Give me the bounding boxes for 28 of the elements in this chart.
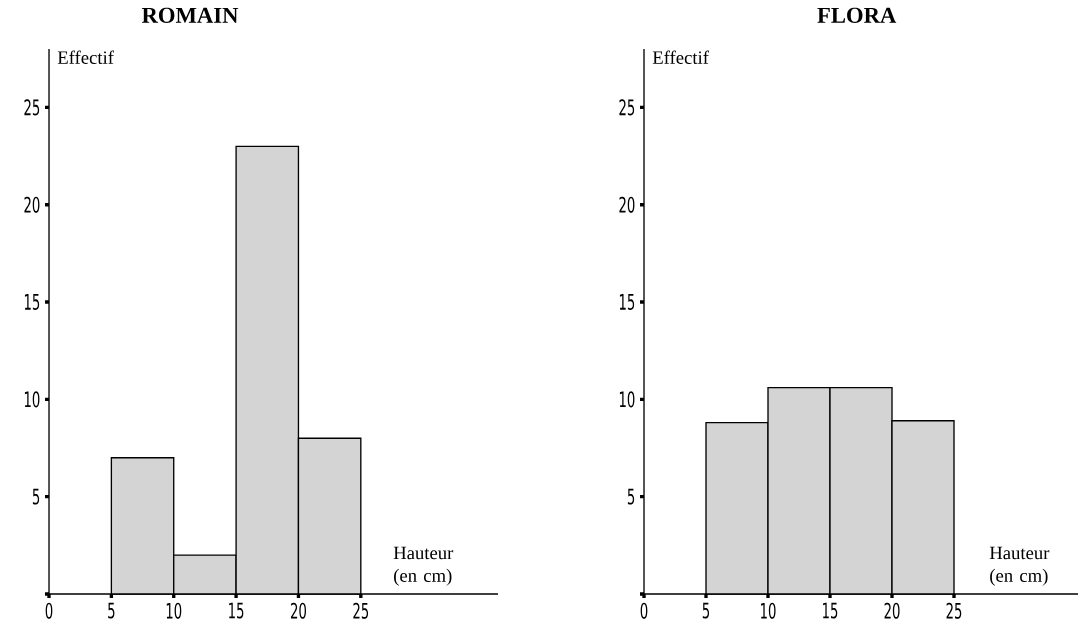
x-tick-label: 25 bbox=[353, 602, 369, 619]
x-tick-label: 15 bbox=[823, 602, 838, 619]
x-tick-label: 15 bbox=[229, 602, 244, 619]
x-tick-label: 0 bbox=[640, 602, 648, 619]
x-tick-label: 20 bbox=[884, 602, 900, 619]
chart-title: ROMAIN bbox=[141, 7, 239, 23]
y-tick-label: 15 bbox=[24, 294, 40, 310]
x-tick-label: 10 bbox=[761, 602, 776, 619]
x-tick-label: 0 bbox=[45, 602, 53, 619]
y-tick-label: 25 bbox=[24, 99, 40, 116]
x-axis-title: Hauteur (en cm) bbox=[989, 546, 1050, 586]
y-axis-title: Effectif bbox=[652, 50, 709, 64]
y-tick-label: 15 bbox=[619, 294, 635, 310]
x-tick-label: 20 bbox=[291, 602, 306, 619]
x-tick-label: 5 bbox=[108, 602, 115, 619]
x-axis-title: Hauteur (en cm) bbox=[393, 546, 454, 586]
y-tick-label: 10 bbox=[619, 391, 635, 408]
y-tick-label: 20 bbox=[24, 196, 40, 213]
x-tick-label: 10 bbox=[166, 602, 182, 619]
y-tick-label: 5 bbox=[627, 488, 635, 505]
y-tick-label: 20 bbox=[619, 196, 635, 213]
x-tick-label: 25 bbox=[946, 602, 962, 619]
y-tick-label: 25 bbox=[619, 99, 635, 116]
y-axis-title: Effectif bbox=[57, 50, 114, 64]
y-tick-label: 10 bbox=[24, 391, 40, 408]
chart-title: FLORA bbox=[817, 7, 897, 23]
y-tick-label: 5 bbox=[32, 488, 40, 505]
x-tick-label: 5 bbox=[702, 602, 710, 619]
